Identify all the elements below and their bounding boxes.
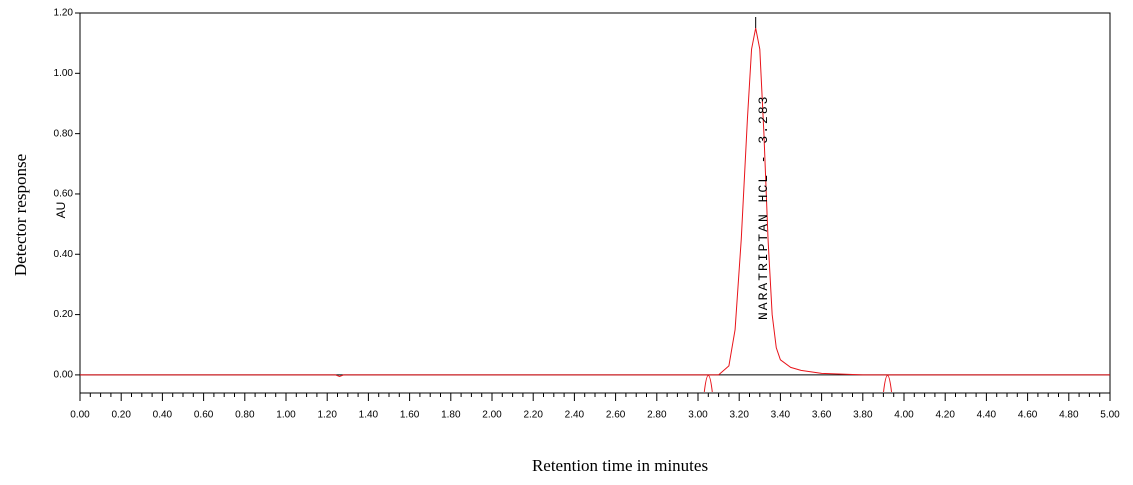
x-tick-label: 3.80 [853, 410, 873, 421]
y-tick-label: 0.40 [54, 249, 74, 260]
baseline-marker [703, 374, 713, 392]
x-tick-label: 4.80 [1059, 410, 1079, 421]
x-tick-label: 4.00 [894, 410, 914, 421]
x-tick-label: 3.00 [688, 410, 708, 421]
x-tick-label: 1.60 [400, 410, 420, 421]
y-axis-label: Detector response [11, 154, 30, 276]
trace [80, 27, 1110, 377]
x-tick-label: 5.00 [1100, 410, 1120, 421]
plot-frame [79, 12, 1111, 394]
y-tick-label: 0.80 [54, 128, 74, 139]
x-tick-label: 3.20 [729, 410, 749, 421]
x-tick-label: 0.60 [194, 410, 214, 421]
x-tick-label: 4.40 [977, 410, 997, 421]
x-tick-label: 1.80 [441, 410, 461, 421]
x-tick-label: 3.40 [771, 410, 791, 421]
x-tick-label: 2.40 [565, 410, 585, 421]
x-tick-label: 4.20 [935, 410, 955, 421]
x-tick-label: 2.00 [482, 410, 502, 421]
y-tick-label: 0.20 [54, 309, 74, 320]
x-axis-label: Retention time in minutes [532, 456, 708, 475]
x-tick-label: 3.60 [812, 410, 832, 421]
peak-annotation: NARATRIPTAN HCL - 3.283 [756, 95, 771, 320]
x-tick-label: 2.80 [647, 410, 667, 421]
x-tick-label: 0.20 [111, 410, 131, 421]
x-tick-label: 0.40 [153, 410, 173, 421]
x-tick-label: 1.20 [317, 410, 337, 421]
x-tick-label: 2.20 [523, 410, 543, 421]
x-tick-label: 4.60 [1018, 410, 1038, 421]
y-tick-label: 1.00 [54, 68, 74, 79]
y-tick-label: 0.00 [54, 370, 74, 381]
x-tick-label: 1.40 [359, 410, 379, 421]
y-unit: AU [54, 202, 68, 219]
baseline-marker [883, 374, 893, 392]
x-tick-label: 0.00 [70, 410, 90, 421]
x-tick-label: 0.80 [235, 410, 255, 421]
y-tick-label: 0.60 [54, 189, 74, 200]
y-tick-label: 1.20 [54, 8, 74, 19]
x-tick-label: 2.60 [606, 410, 626, 421]
x-tick-label: 1.00 [276, 410, 296, 421]
